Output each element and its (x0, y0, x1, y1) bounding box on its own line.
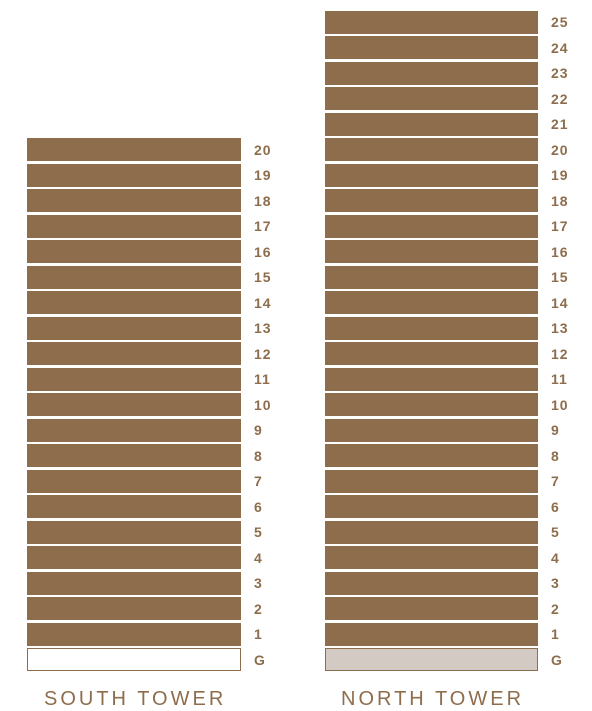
floor-label: 16 (551, 243, 569, 260)
floor-bar[interactable] (27, 571, 241, 595)
floor-bar[interactable] (27, 214, 241, 238)
floor-label: 19 (551, 167, 569, 183)
floor-bar[interactable] (27, 291, 241, 314)
floor-bar[interactable] (27, 520, 241, 544)
floor-label: 5 (254, 524, 263, 540)
floor-bar[interactable] (27, 393, 241, 416)
floor-label: 20 (254, 141, 272, 158)
floor-bar[interactable] (27, 240, 241, 263)
floor-bar[interactable] (325, 418, 538, 442)
floor-label: 3 (254, 575, 263, 591)
floor-bar[interactable] (27, 367, 241, 391)
floor-label: 16 (254, 243, 272, 260)
floor-bar[interactable] (325, 291, 538, 314)
floor-label: 19 (254, 167, 272, 183)
floor-bar[interactable] (325, 163, 538, 187)
floor-bar[interactable] (325, 571, 538, 595)
floor-bar[interactable] (325, 469, 538, 493)
floor-bar[interactable] (325, 240, 538, 263)
floor-bar[interactable] (325, 36, 538, 59)
floor-label: 12 (254, 345, 272, 362)
floor-bar[interactable] (325, 112, 538, 136)
floor-bar[interactable] (325, 393, 538, 416)
floor-label: 7 (254, 473, 263, 489)
floor-label: 24 (551, 39, 569, 56)
floor-label: 15 (254, 269, 272, 285)
floor-label: 1 (254, 626, 263, 642)
floor-bar[interactable] (325, 546, 538, 569)
floor-label: 4 (551, 549, 560, 566)
floor-label: 11 (551, 371, 568, 387)
floor-bar[interactable] (325, 367, 538, 391)
floor-bar[interactable] (27, 342, 241, 365)
floor-label: 8 (551, 447, 560, 464)
floor-bar[interactable] (27, 469, 241, 493)
floor-label: 20 (551, 141, 569, 158)
floor-bar[interactable] (27, 495, 241, 518)
floor-bar[interactable] (27, 189, 241, 212)
floor-label: 9 (254, 422, 263, 438)
floor-bar[interactable] (27, 316, 241, 340)
floor-bar[interactable] (325, 138, 538, 161)
ground-floor[interactable] (325, 648, 538, 671)
floor-bar[interactable] (325, 189, 538, 212)
floor-label: 17 (551, 218, 569, 234)
floor-bar[interactable] (27, 138, 241, 161)
floor-label: 12 (551, 345, 569, 362)
floor-bar[interactable] (325, 87, 538, 110)
floor-bar[interactable] (27, 597, 241, 620)
floor-bar[interactable] (27, 546, 241, 569)
floor-label: 2 (254, 600, 263, 617)
floor-bar[interactable] (325, 214, 538, 238)
floor-bar[interactable] (325, 61, 538, 85)
floor-label: 17 (254, 218, 272, 234)
floor-bar[interactable] (325, 622, 538, 646)
floor-label: 6 (551, 498, 560, 515)
south-tower-title: SOUTH TOWER (44, 688, 227, 710)
floor-bar[interactable] (325, 265, 538, 289)
floor-bar[interactable] (325, 495, 538, 518)
floor-label: 11 (254, 371, 271, 387)
floor-bar[interactable] (325, 316, 538, 340)
floor-label: 10 (254, 396, 272, 413)
floor-label: 14 (551, 294, 569, 311)
floor-bar[interactable] (27, 163, 241, 187)
ground-floor[interactable] (27, 648, 241, 671)
floor-label: 13 (551, 320, 569, 336)
floor-label: 1 (551, 626, 560, 642)
floor-label: 6 (254, 498, 263, 515)
floor-bar[interactable] (27, 622, 241, 646)
north-tower-title: NORTH TOWER (341, 688, 525, 710)
floor-label: 7 (551, 473, 560, 489)
floor-bar[interactable] (27, 418, 241, 442)
floor-label: 21 (551, 116, 569, 132)
floor-label: 4 (254, 549, 263, 566)
floor-label: 14 (254, 294, 272, 311)
floor-label: 8 (254, 447, 263, 464)
floor-label: G (254, 651, 266, 668)
floor-label: 25 (551, 14, 569, 30)
floor-bar[interactable] (325, 597, 538, 620)
floor-label: G (551, 651, 563, 668)
floor-bar[interactable] (325, 444, 538, 467)
floor-label: 10 (551, 396, 569, 413)
floor-label: 15 (551, 269, 569, 285)
floor-bar[interactable] (325, 10, 538, 34)
floor-label: 22 (551, 90, 569, 107)
floor-label: 2 (551, 600, 560, 617)
floor-label: 9 (551, 422, 560, 438)
floor-label: 5 (551, 524, 560, 540)
floor-bar[interactable] (27, 444, 241, 467)
floor-label: 13 (254, 320, 272, 336)
floor-label: 23 (551, 65, 569, 81)
floor-bar[interactable] (325, 520, 538, 544)
floor-label: 18 (254, 192, 272, 209)
floor-bar[interactable] (325, 342, 538, 365)
floor-bar[interactable] (27, 265, 241, 289)
floor-label: 3 (551, 575, 560, 591)
floor-label: 18 (551, 192, 569, 209)
